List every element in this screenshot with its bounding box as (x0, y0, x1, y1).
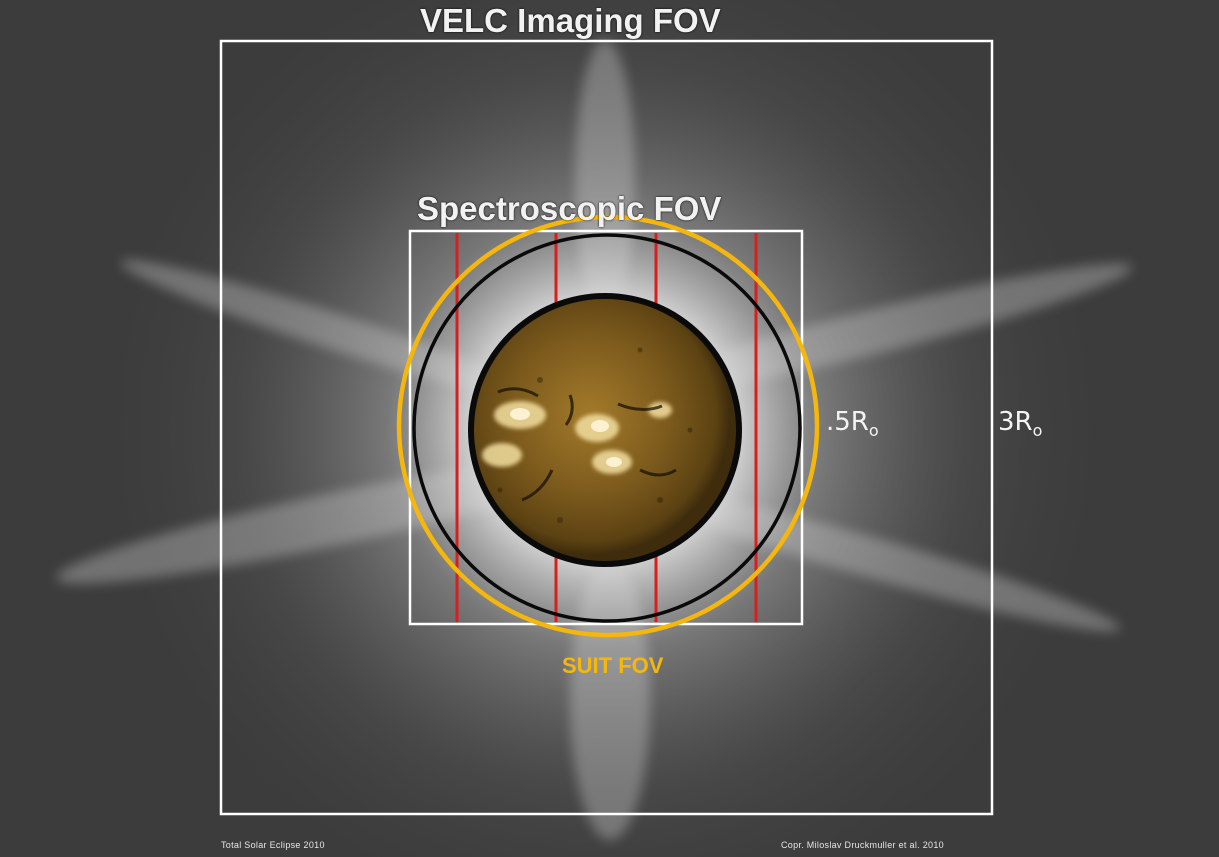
occulter-circle (412, 233, 802, 623)
imaging-fov-box (219, 39, 994, 816)
imaging-fov-title: VELC Imaging FOV (420, 2, 721, 39)
radius-inner-subscript: o (868, 421, 879, 441)
credit-left: Total Solar Eclipse 2010 (221, 840, 325, 850)
spectroscopic-fov-box (408, 229, 804, 626)
suit-fov-label: SUIT FOV (562, 653, 664, 678)
radius-label-outer: 3Ro (998, 407, 1042, 440)
corona-streamers (56, 40, 1133, 840)
radius-outer-text: 3R (998, 407, 1033, 437)
credit-right: Copr. Miloslav Druckmuller et al. 2010 (781, 840, 944, 850)
spectroscopic-fov-title: Spectroscopic FOV (417, 190, 722, 227)
radius-label-inner: .5Ro (826, 407, 879, 440)
suit-fov-circle (396, 214, 820, 638)
radius-outer-subscript: o (1032, 421, 1043, 441)
sun-disk-image (468, 293, 742, 567)
radius-inner-text: .5R (826, 407, 869, 437)
